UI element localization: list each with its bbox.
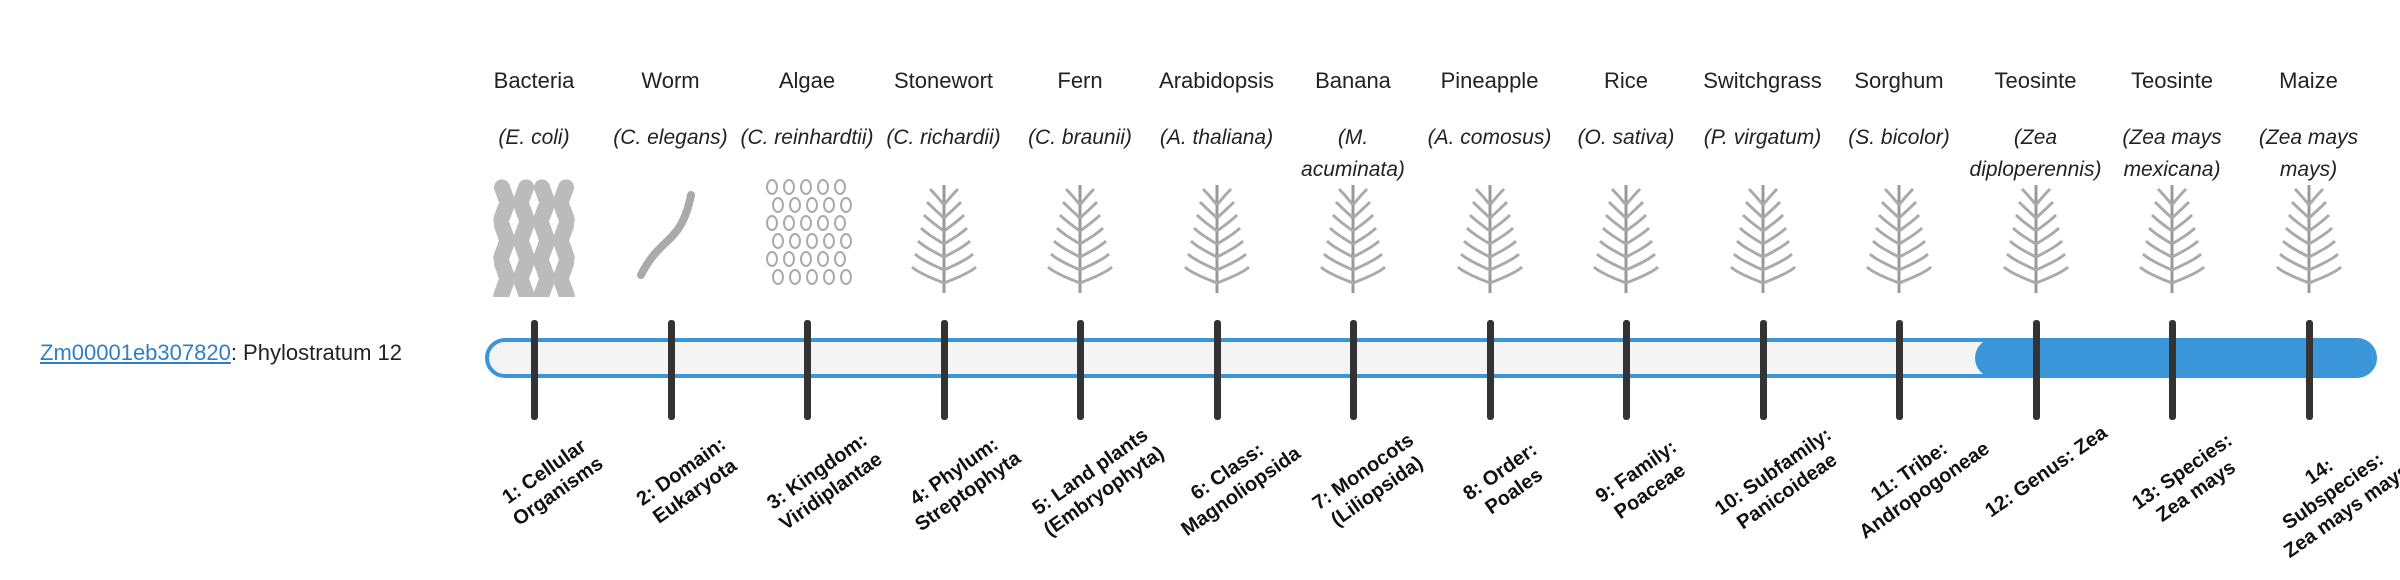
scientific-name: (C. elegans) bbox=[613, 126, 728, 149]
organism-illustration bbox=[1319, 185, 1387, 293]
organism-illustration bbox=[1865, 185, 1933, 293]
scientific-name: (C. richardii) bbox=[886, 126, 1001, 149]
scientific-name: (O. sativa) bbox=[1577, 126, 1675, 149]
organism-illustration bbox=[910, 185, 977, 293]
stratum-label: 3: Kingdom: Viridiplantae bbox=[763, 429, 887, 535]
stratum-tick bbox=[1759, 320, 1767, 420]
organism-name: Rice bbox=[1603, 68, 1648, 93]
organism-name: Teosinte bbox=[2131, 68, 2213, 93]
organism-name: Teosinte bbox=[1994, 68, 2077, 93]
stratum-label: 4: Phylum: Streptophyta bbox=[905, 433, 1025, 536]
stratum-tick bbox=[1213, 320, 1221, 420]
organism-illustration bbox=[2002, 185, 2069, 293]
organism-name: Worm bbox=[641, 68, 700, 93]
organism-name: Maize bbox=[2279, 68, 2338, 93]
organism-name: Stonewort bbox=[893, 68, 994, 93]
stratum-label: 10: Subfamily: Panicoideae bbox=[1710, 423, 1841, 534]
organism-illustration bbox=[1456, 185, 1523, 293]
stratum-tick bbox=[2032, 320, 2040, 420]
phylostratum-text: : Phylostratum 12 bbox=[230, 340, 403, 365]
scientific-name: (C. reinhardtii) bbox=[740, 126, 874, 149]
stratum-label: 11: Tribe: Andropogoneae bbox=[1855, 437, 1994, 544]
scientific-name: (E. coli) bbox=[498, 126, 570, 149]
organism-illustration bbox=[1046, 185, 1114, 293]
organism-name: Pineapple bbox=[1440, 68, 1539, 93]
stratum-label: 12: Genus: Zea bbox=[1980, 421, 2111, 522]
scientific-name: (Zea diploperennis) bbox=[1969, 126, 2102, 181]
scientific-name: (Zea mays mays) bbox=[2258, 126, 2359, 181]
organism-illustration bbox=[2138, 185, 2206, 293]
stratum-tick bbox=[1077, 320, 1084, 420]
stratum-tick bbox=[2169, 320, 2176, 420]
stratum-tick bbox=[1486, 320, 1494, 420]
stratum-tick bbox=[667, 320, 675, 420]
scientific-name: (A. thaliana) bbox=[1159, 126, 1274, 149]
scientific-name: (M. acuminata) bbox=[1301, 126, 1405, 181]
stratum-label: 1: Cellular Organisms bbox=[498, 435, 608, 531]
stratum-label: 9: Family: Poaceae bbox=[1591, 436, 1690, 524]
organism-illustration bbox=[636, 191, 695, 279]
scientific-name: (S. bicolor) bbox=[1848, 126, 1950, 149]
organism-name: Switchgrass bbox=[1703, 68, 1822, 93]
organism-illustration bbox=[1592, 185, 1660, 293]
stratum-tick bbox=[1623, 320, 1630, 420]
organism-name: Arabidopsis bbox=[1159, 68, 1274, 93]
organism-name: Banana bbox=[1315, 68, 1391, 93]
stratum-tick bbox=[2305, 320, 2313, 420]
stratum-tick bbox=[940, 320, 948, 420]
scientific-name: (A. comosus) bbox=[1427, 126, 1552, 149]
scientific-name: (P. virgatum) bbox=[1703, 126, 1822, 149]
stratum-label: 6: Class: Magnoliopsida bbox=[1176, 438, 1305, 541]
gene-link[interactable]: Zm00001eb307820 bbox=[40, 340, 231, 365]
stratum-label: 7: Monocots (Liliopsida) bbox=[1308, 429, 1428, 532]
organism-illustration bbox=[493, 179, 575, 297]
organism-name: Bacteria bbox=[493, 68, 575, 93]
stratum-label: 5: Land plants (Embryophyta) bbox=[1028, 423, 1169, 541]
organism-name: Fern bbox=[1057, 68, 1103, 93]
stratum-label: 8: Order: Poales bbox=[1458, 438, 1547, 519]
stratum-tick bbox=[804, 320, 811, 420]
organism-illustration bbox=[2275, 185, 2342, 293]
organism-name: Algae bbox=[778, 68, 836, 93]
organism-illustration bbox=[766, 179, 852, 285]
stratum-tick bbox=[1896, 320, 1903, 420]
stratum-label: 2: Domain: Eukaryota bbox=[632, 433, 741, 529]
stratum-tick bbox=[531, 320, 538, 420]
organism-name: Sorghum bbox=[1854, 68, 1944, 93]
gene-label: Zm00001eb307820: Phylostratum 12 bbox=[40, 340, 402, 366]
scientific-name: (Zea mays mexicana) bbox=[2122, 126, 2222, 181]
stratum-label: 14: Subspecies: Zea mays mays bbox=[2278, 448, 2400, 563]
scientific-name: (C. braunii) bbox=[1028, 126, 1132, 149]
organism-illustration bbox=[1729, 185, 1796, 293]
stratum-tick bbox=[1350, 320, 1357, 420]
stratum-label: 13: Species: Zea mays bbox=[2128, 429, 2240, 527]
organism-illustration bbox=[1183, 185, 1250, 293]
